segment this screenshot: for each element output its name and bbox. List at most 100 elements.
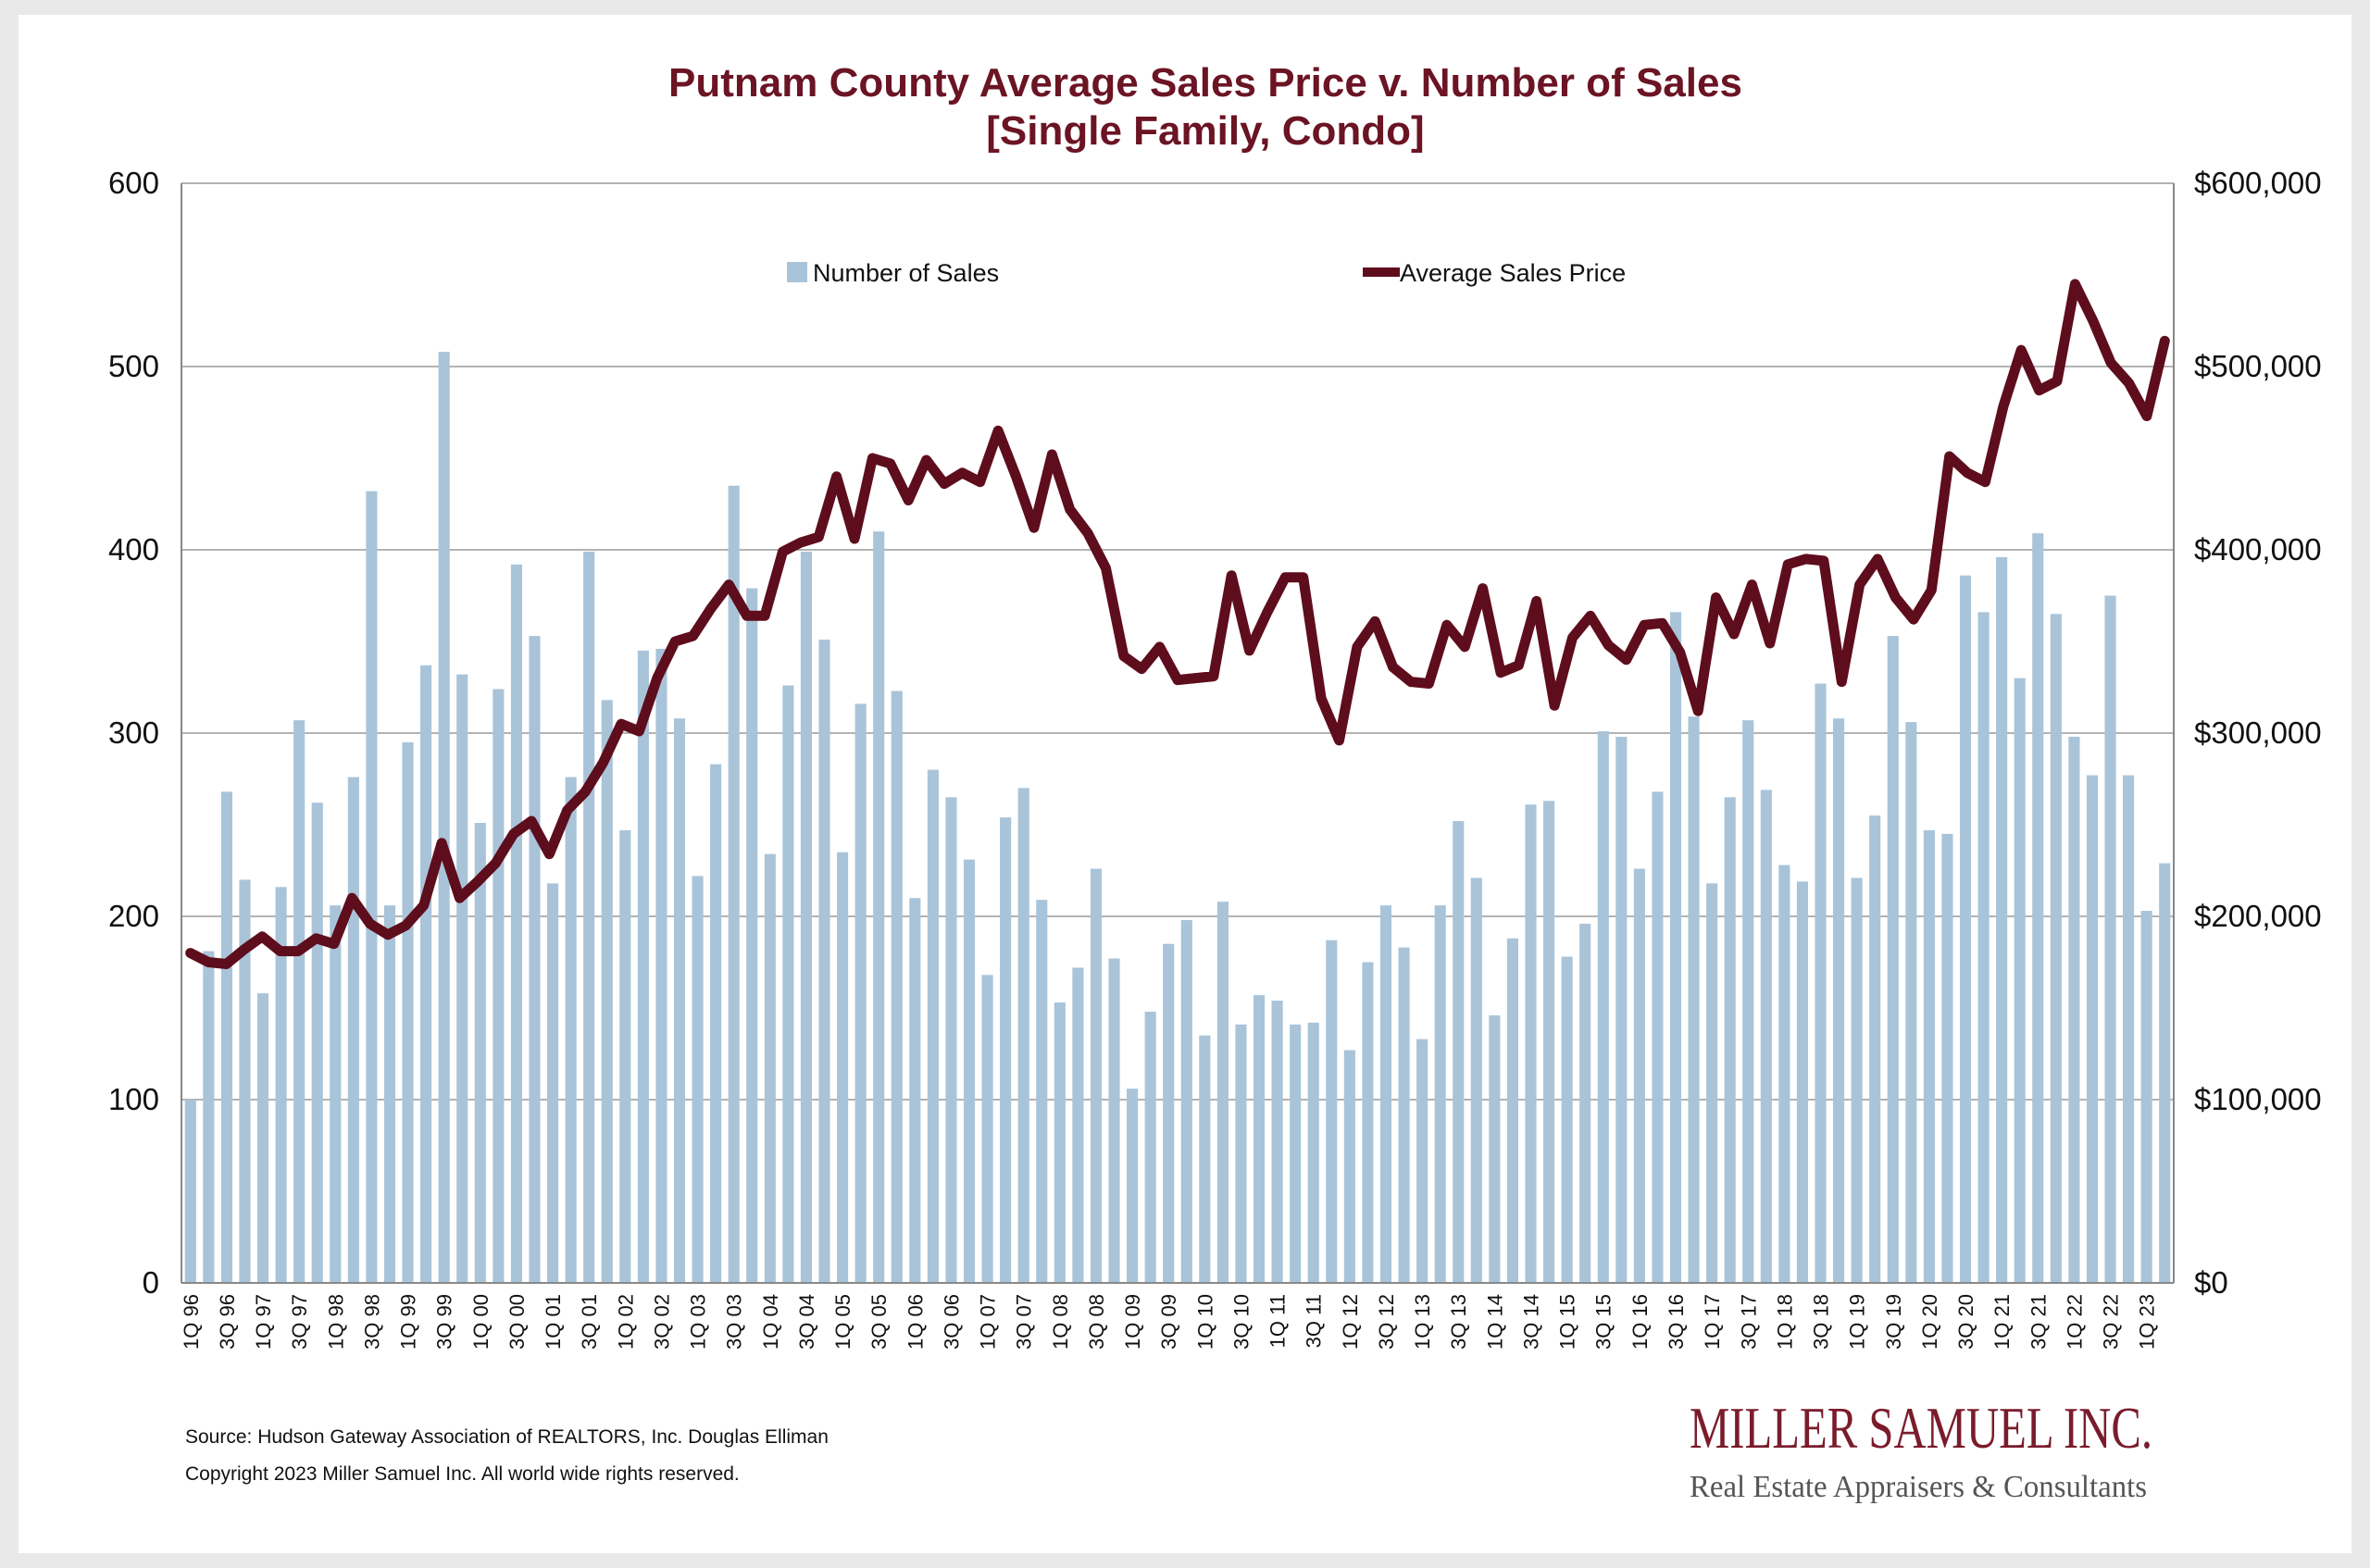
bar	[963, 859, 976, 1283]
bar	[601, 700, 613, 1283]
bar	[764, 853, 776, 1283]
bar	[1652, 791, 1664, 1283]
bar	[1000, 817, 1012, 1283]
bar	[673, 718, 686, 1283]
x-tick-label: 3Q 04	[795, 1294, 818, 1350]
bar	[637, 650, 649, 1283]
bar	[1579, 923, 1591, 1283]
line-series-average-sales-price	[185, 279, 2170, 969]
x-tick-label: 1Q 21	[1990, 1294, 2014, 1350]
right-tick-label: $0	[2194, 1265, 2228, 1300]
x-tick-label: 1Q 10	[1193, 1294, 1216, 1350]
bar	[1977, 612, 1990, 1283]
bar	[239, 879, 251, 1283]
x-tick-label: 3Q 06	[941, 1294, 964, 1350]
x-tick-label: 1Q 11	[1266, 1294, 1290, 1348]
x-tick-label: 3Q 96	[216, 1294, 239, 1350]
bar	[583, 551, 595, 1283]
bar	[2050, 614, 2062, 1283]
bar	[1869, 815, 1881, 1283]
left-tick-label: 600	[108, 166, 159, 200]
right-tick-label: $100,000	[2194, 1082, 2322, 1116]
bar	[981, 975, 993, 1283]
legend: Number of Sales Average Sales Price	[787, 259, 1626, 287]
bar	[546, 883, 559, 1283]
bar	[2032, 533, 2044, 1283]
x-tick-label: 1Q 05	[831, 1294, 854, 1350]
bar	[529, 636, 541, 1283]
bar	[1760, 790, 1772, 1283]
x-tick-label: 1Q 18	[1773, 1294, 1796, 1350]
bar	[1941, 833, 1953, 1283]
bar	[728, 485, 740, 1283]
bar	[347, 777, 359, 1283]
x-tick-label: 1Q 07	[977, 1294, 1000, 1350]
bar	[1996, 556, 2008, 1283]
bar	[909, 898, 921, 1283]
x-tick-label: 3Q 07	[1013, 1294, 1036, 1350]
x-tick-label: 3Q 99	[433, 1294, 456, 1350]
bar	[2014, 678, 2026, 1283]
x-tick-label: 3Q 02	[650, 1294, 673, 1350]
bar	[420, 665, 432, 1283]
left-tick-label: 0	[143, 1265, 159, 1300]
bar	[1054, 1002, 1066, 1283]
x-tick-label: 3Q 17	[1737, 1294, 1760, 1350]
right-tick-label: $300,000	[2194, 716, 2322, 750]
bar	[1199, 1035, 1211, 1283]
bar	[1706, 883, 1718, 1283]
bar	[873, 531, 885, 1283]
bar	[710, 764, 722, 1283]
x-tick-label: 3Q 97	[288, 1294, 311, 1350]
x-tick-label: 1Q 01	[542, 1294, 565, 1350]
bar	[2123, 775, 2135, 1283]
bar	[438, 352, 450, 1283]
bar	[311, 803, 323, 1283]
bar	[366, 491, 378, 1283]
bar	[1561, 956, 1573, 1283]
bar	[220, 791, 232, 1283]
x-tick-label: 3Q 21	[2027, 1294, 2050, 1350]
bar	[782, 685, 794, 1283]
bar	[2159, 863, 2171, 1283]
bar-series-number-of-sales	[184, 352, 2171, 1283]
bar	[2068, 736, 2080, 1283]
bar	[1669, 612, 1682, 1283]
x-tick-label: 3Q 03	[723, 1294, 746, 1350]
bar	[1453, 821, 1465, 1283]
bar	[1271, 1001, 1283, 1283]
bar	[1851, 877, 1863, 1283]
x-tick-label: 1Q 00	[469, 1294, 493, 1350]
logo-wordmark: MILLER SAMUEL INC.	[1690, 1395, 2152, 1461]
x-tick-label: 1Q 08	[1049, 1294, 1072, 1350]
copyright-note: Copyright 2023 Miller Samuel Inc. All wo…	[185, 1463, 740, 1485]
bar	[1235, 1024, 1247, 1283]
x-tick-label: 3Q 22	[2100, 1294, 2123, 1350]
bar	[1127, 1089, 1139, 1283]
axes	[181, 183, 2175, 1284]
x-tick-label: 1Q 23	[2136, 1294, 2159, 1350]
x-tick-label: 3Q 98	[360, 1294, 383, 1350]
x-tick-label: 3Q 14	[1520, 1294, 1543, 1350]
average-sales-price-line	[185, 279, 2170, 969]
chart-subtitle: [Single Family, Condo]	[986, 108, 1424, 154]
bar	[1796, 881, 1809, 1283]
bar	[800, 551, 813, 1283]
bar	[854, 703, 867, 1283]
x-tick-label: 3Q 15	[1592, 1294, 1615, 1350]
bar	[1144, 1011, 1156, 1283]
right-tick-label: $600,000	[2194, 166, 2322, 200]
bar	[1253, 995, 1266, 1283]
bar	[2104, 595, 2116, 1283]
bar	[565, 777, 577, 1283]
bar	[2140, 911, 2152, 1283]
chart-svg: Putnam County Average Sales Price v. Num…	[108, 60, 2322, 1504]
bar	[1489, 1014, 1501, 1283]
x-tick-label: 1Q 22	[2063, 1294, 2086, 1350]
right-axis-ticks: $0 $100,000 $200,000 $300,000 $400,000 $500,0…	[2194, 166, 2322, 1300]
bar	[891, 691, 903, 1283]
bar	[1036, 900, 1048, 1283]
bar	[1307, 1022, 1319, 1283]
bar	[2086, 775, 2099, 1283]
x-tick-label: 1Q 06	[904, 1294, 927, 1350]
